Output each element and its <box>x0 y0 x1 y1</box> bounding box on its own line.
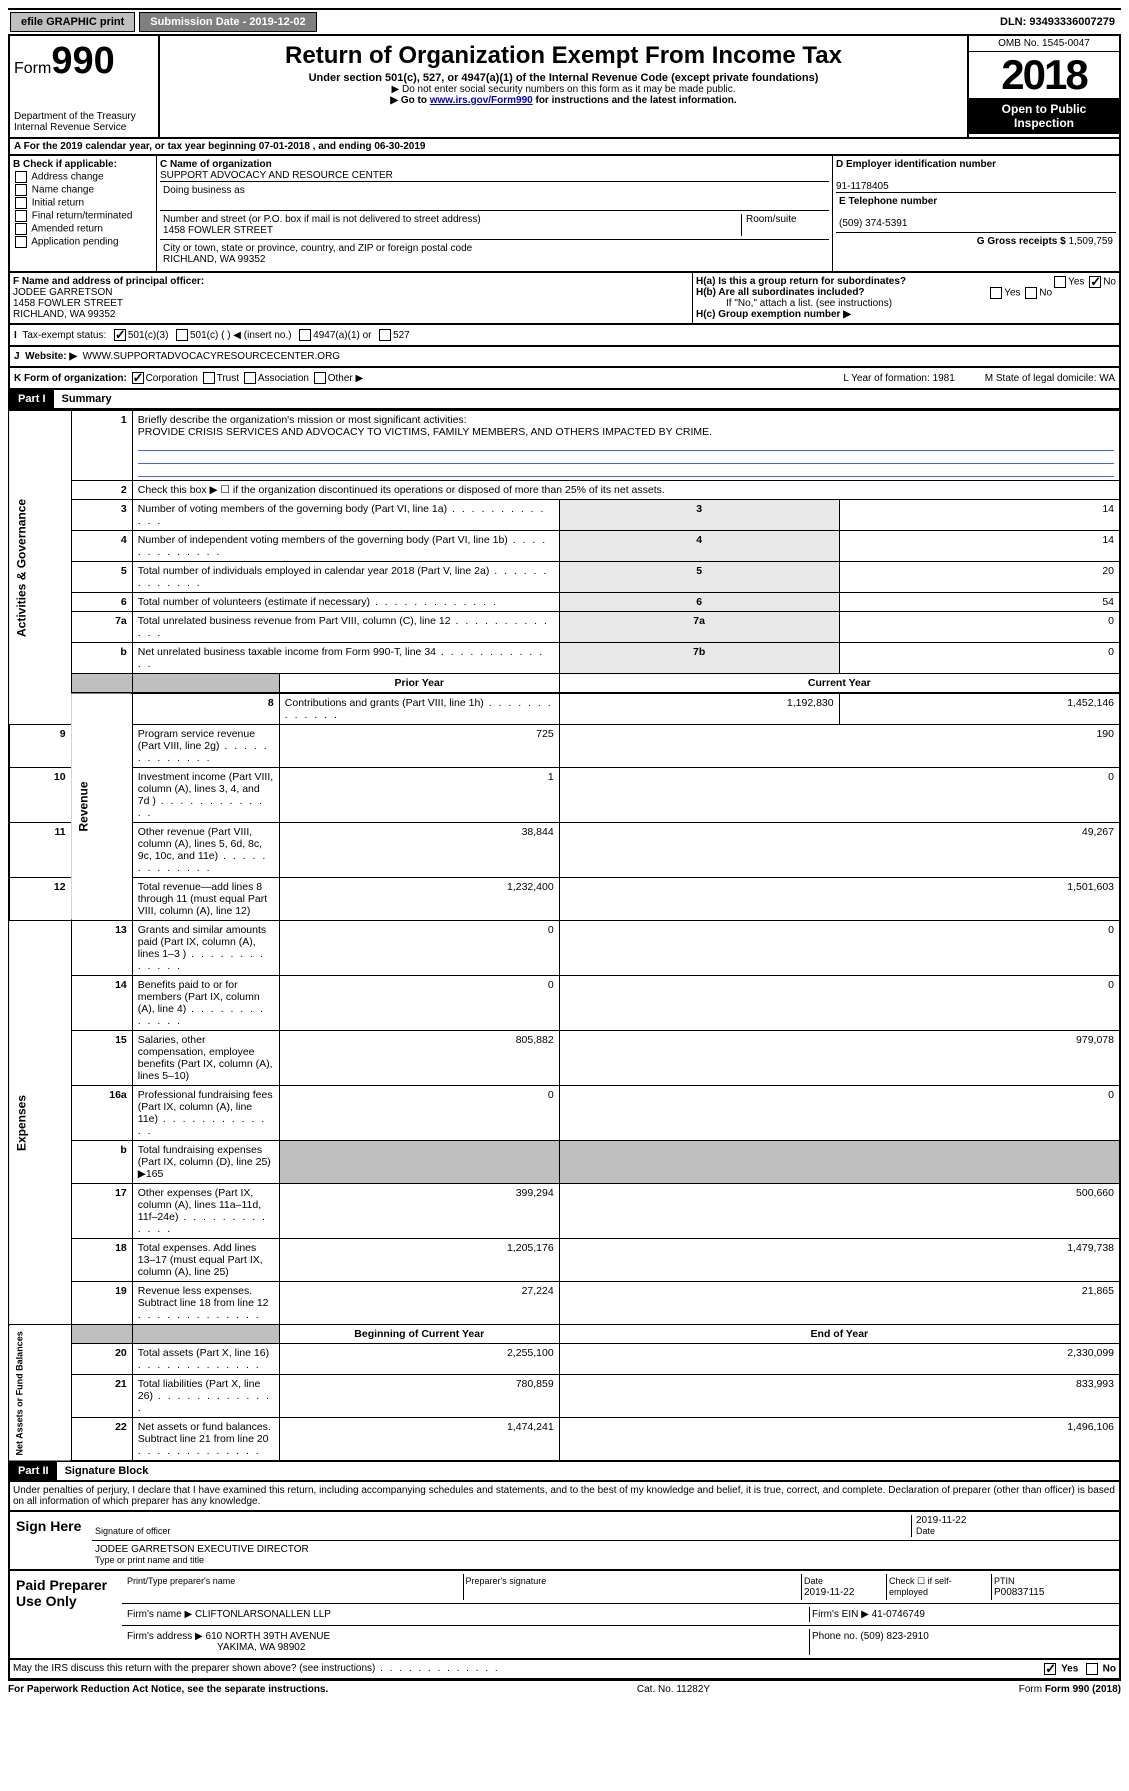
summary-table: Activities & Governance 1 Briefly descri… <box>8 410 1121 1462</box>
vlabel-revenue: Revenue <box>71 693 132 921</box>
table-row: 16aProfessional fundraising fees (Part I… <box>9 1086 1120 1141</box>
table-row: 22Net assets or fund balances. Subtract … <box>9 1418 1120 1462</box>
table-row: 5Total number of individuals employed in… <box>9 562 1120 593</box>
line-a: A For the 2019 calendar year, or tax yea… <box>8 139 1121 156</box>
check-final-return[interactable]: Final return/terminated <box>13 210 153 222</box>
vlabel-netassets: Net Assets or Fund Balances <box>9 1325 71 1462</box>
submission-date-button[interactable]: Submission Date - 2019-12-02 <box>139 12 316 32</box>
ptin-value: P00837115 <box>994 1587 1044 1598</box>
table-row: 3Number of voting members of the governi… <box>9 500 1120 531</box>
gross-receipts: 1,509,759 <box>1069 236 1114 247</box>
section-fh: F Name and address of principal officer:… <box>8 273 1121 325</box>
table-row: 14Benefits paid to or for members (Part … <box>9 976 1120 1031</box>
section-j: J Website: ▶ WWW.SUPPORTADVOCACYRESOURCE… <box>8 347 1121 368</box>
firm-ein: 41-0746749 <box>872 1609 925 1620</box>
discuss-yes[interactable] <box>1044 1663 1056 1675</box>
irs-link[interactable]: www.irs.gov/Form990 <box>430 95 533 106</box>
check-application-pending[interactable]: Application pending <box>13 236 153 248</box>
mission-text: PROVIDE CRISIS SERVICES AND ADVOCACY TO … <box>138 426 712 438</box>
table-row: 4Number of independent voting members of… <box>9 531 1120 562</box>
omb-number: OMB No. 1545-0047 <box>969 36 1119 52</box>
check-501c[interactable] <box>176 329 188 341</box>
firm-phone: (509) 823-2910 <box>860 1631 928 1642</box>
form-number: Form990 <box>14 40 154 83</box>
year-formation: L Year of formation: 1981 <box>843 373 954 384</box>
section-k: K Form of organization: Corporation Trus… <box>8 368 1121 390</box>
website-value: WWW.SUPPORTADVOCACYRESOURCECENTER.ORG <box>83 351 340 362</box>
section-i: I Tax-exempt status: 501(c)(3) 501(c) ( … <box>8 325 1121 347</box>
check-501c3[interactable] <box>114 329 126 341</box>
table-row: 9Program service revenue (Part VIII, lin… <box>9 725 1120 768</box>
paid-preparer-block: Paid Preparer Use Only Print/Type prepar… <box>8 1571 1121 1660</box>
perjury-statement: Under penalties of perjury, I declare th… <box>8 1482 1121 1512</box>
check-trust[interactable] <box>203 372 215 384</box>
table-row: 12Total revenue—add lines 8 through 11 (… <box>9 878 1120 921</box>
table-row: bTotal fundraising expenses (Part IX, co… <box>9 1141 1120 1184</box>
discuss-row: May the IRS discuss this return with the… <box>8 1660 1121 1680</box>
check-527[interactable] <box>379 329 391 341</box>
page-footer: For Paperwork Reduction Act Notice, see … <box>8 1680 1121 1695</box>
table-row: 19Revenue less expenses. Subtract line 1… <box>9 1282 1120 1325</box>
dept-text: Department of the Treasury Internal Reve… <box>14 111 154 133</box>
street-address: 1458 FOWLER STREET <box>163 225 273 236</box>
signer-name: JODEE GARRETSON EXECUTIVE DIRECTOR <box>95 1544 309 1555</box>
section-c: C Name of organizationSUPPORT ADVOCACY A… <box>157 156 833 271</box>
table-row: 17Other expenses (Part IX, column (A), l… <box>9 1184 1120 1239</box>
section-b: B Check if applicable: Address change Na… <box>10 156 157 271</box>
check-address-change[interactable]: Address change <box>13 171 153 183</box>
city-state-zip: RICHLAND, WA 99352 <box>163 254 265 265</box>
tax-year: 2018 <box>969 52 1119 98</box>
dln-text: DLN: 93493336007279 <box>1000 16 1121 28</box>
vlabel-governance: Activities & Governance <box>9 411 71 725</box>
table-row: 10Investment income (Part VIII, column (… <box>9 768 1120 823</box>
discuss-no[interactable] <box>1086 1663 1098 1675</box>
table-row: 7aTotal unrelated business revenue from … <box>9 612 1120 643</box>
form-title: Return of Organization Exempt From Incom… <box>164 42 963 70</box>
check-initial-return[interactable]: Initial return <box>13 197 153 209</box>
section-deg: D Employer identification number91-11784… <box>833 156 1119 271</box>
check-corporation[interactable] <box>132 372 144 384</box>
form-subtitle: Under section 501(c), 527, or 4947(a)(1)… <box>164 72 963 84</box>
sign-here-block: Sign Here Signature of officer 2019-11-2… <box>8 1512 1121 1571</box>
table-row: 21Total liabilities (Part X, line 26)780… <box>9 1375 1120 1418</box>
form-header: Form990 Department of the Treasury Inter… <box>8 36 1121 139</box>
vlabel-expenses: Expenses <box>9 921 71 1325</box>
open-public-badge: Open to Public Inspection <box>969 98 1119 134</box>
firm-name: CLIFTONLARSONALLEN LLP <box>195 1609 331 1620</box>
officer-addr1: 1458 FOWLER STREET <box>13 298 123 309</box>
check-name-change[interactable]: Name change <box>13 184 153 196</box>
room-suite: Room/suite <box>741 214 826 236</box>
table-row: 18Total expenses. Add lines 13–17 (must … <box>9 1239 1120 1282</box>
check-amended[interactable]: Amended return <box>13 223 153 235</box>
efile-button[interactable]: efile GRAPHIC print <box>10 12 135 32</box>
table-row: 6Total number of volunteers (estimate if… <box>9 593 1120 612</box>
officer-name: JODEE GARRETSON <box>13 287 112 298</box>
org-name: SUPPORT ADVOCACY AND RESOURCE CENTER <box>160 170 393 181</box>
note-ssn: ▶ Do not enter social security numbers o… <box>164 84 963 95</box>
phone-value: (509) 374-5391 <box>839 218 907 229</box>
ein-value: 91-1178405 <box>836 181 889 192</box>
table-row: 11Other revenue (Part VIII, column (A), … <box>9 823 1120 878</box>
top-bar: efile GRAPHIC print Submission Date - 20… <box>8 8 1121 36</box>
table-row: 20Total assets (Part X, line 16)2,255,10… <box>9 1344 1120 1375</box>
table-row: bNet unrelated business taxable income f… <box>9 643 1120 674</box>
part2-header: Part II Signature Block <box>8 1462 1121 1482</box>
state-domicile: M State of legal domicile: WA <box>985 373 1115 384</box>
check-other[interactable] <box>314 372 326 384</box>
officer-addr2: RICHLAND, WA 99352 <box>13 309 115 320</box>
section-bcd: B Check if applicable: Address change Na… <box>8 156 1121 273</box>
note-link: ▶ Go to www.irs.gov/Form990 for instruct… <box>164 95 963 106</box>
check-association[interactable] <box>244 372 256 384</box>
part1-header: Part I Summary <box>8 390 1121 410</box>
check-4947[interactable] <box>299 329 311 341</box>
table-row: 15Salaries, other compensation, employee… <box>9 1031 1120 1086</box>
firm-address: 610 NORTH 39TH AVENUE <box>206 1631 331 1642</box>
